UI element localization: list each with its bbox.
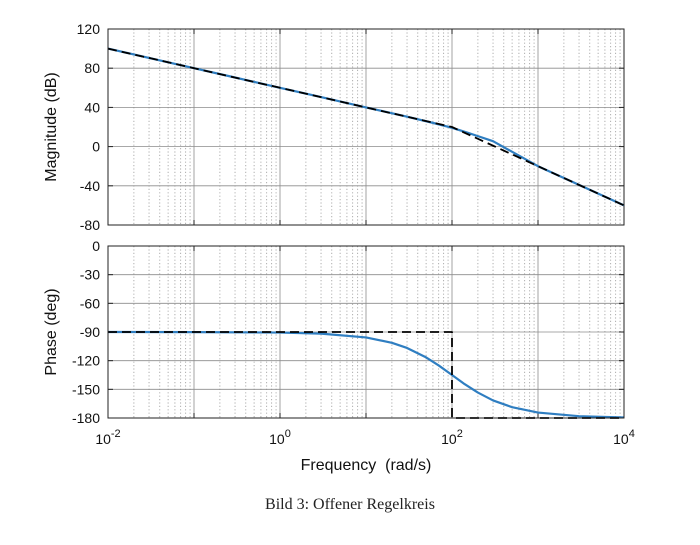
- y-tick-label: -150: [72, 381, 100, 397]
- axes-frame: [107, 28, 625, 226]
- bode-plot: 120 80 40 0 -40 -80 Magnitude (dB) 0 -30 -60 -90 -…: [43, 21, 635, 474]
- y-tick-label: -30: [80, 267, 100, 283]
- y-tick-label: -120: [72, 353, 100, 369]
- response-line: [107, 330, 625, 419]
- x-tick-label: 10-2: [95, 428, 120, 447]
- y-tick-label: 120: [77, 21, 101, 37]
- x-tick-label: 104: [613, 428, 635, 447]
- x-axis-label: Frequency (rad/s): [301, 457, 432, 474]
- y-tick-label: 0: [92, 139, 100, 155]
- y-tick-label: -80: [80, 217, 100, 233]
- asymptote-line: [108, 331, 624, 419]
- response-line: [107, 47, 625, 207]
- y-tick-label: -60: [80, 295, 100, 311]
- y-tick-label: -180: [72, 410, 100, 426]
- y-tick-label: 80: [84, 60, 100, 76]
- y-tick-label: -90: [80, 324, 100, 340]
- y-axis-label: Magnitude (dB): [43, 72, 60, 181]
- figure-caption: Bild 3: Offener Regelkreis: [265, 496, 435, 513]
- x-tick-label: 102: [441, 428, 463, 447]
- y-tick-label: -40: [80, 178, 100, 194]
- axes-frame: [107, 245, 625, 419]
- phase-panel: 0 -30 -60 -90 -120 -150 -180 Phase (deg) 10-2 100…: [43, 238, 635, 474]
- x-tick-label: 100: [269, 428, 291, 447]
- magnitude-panel: 120 80 40 0 -40 -80 Magnitude (dB): [43, 21, 625, 233]
- y-tick-label: 0: [92, 238, 100, 254]
- asymptote-line: [107, 47, 625, 207]
- y-axis-label: Phase (deg): [43, 288, 60, 375]
- y-tick-label: 40: [84, 99, 100, 115]
